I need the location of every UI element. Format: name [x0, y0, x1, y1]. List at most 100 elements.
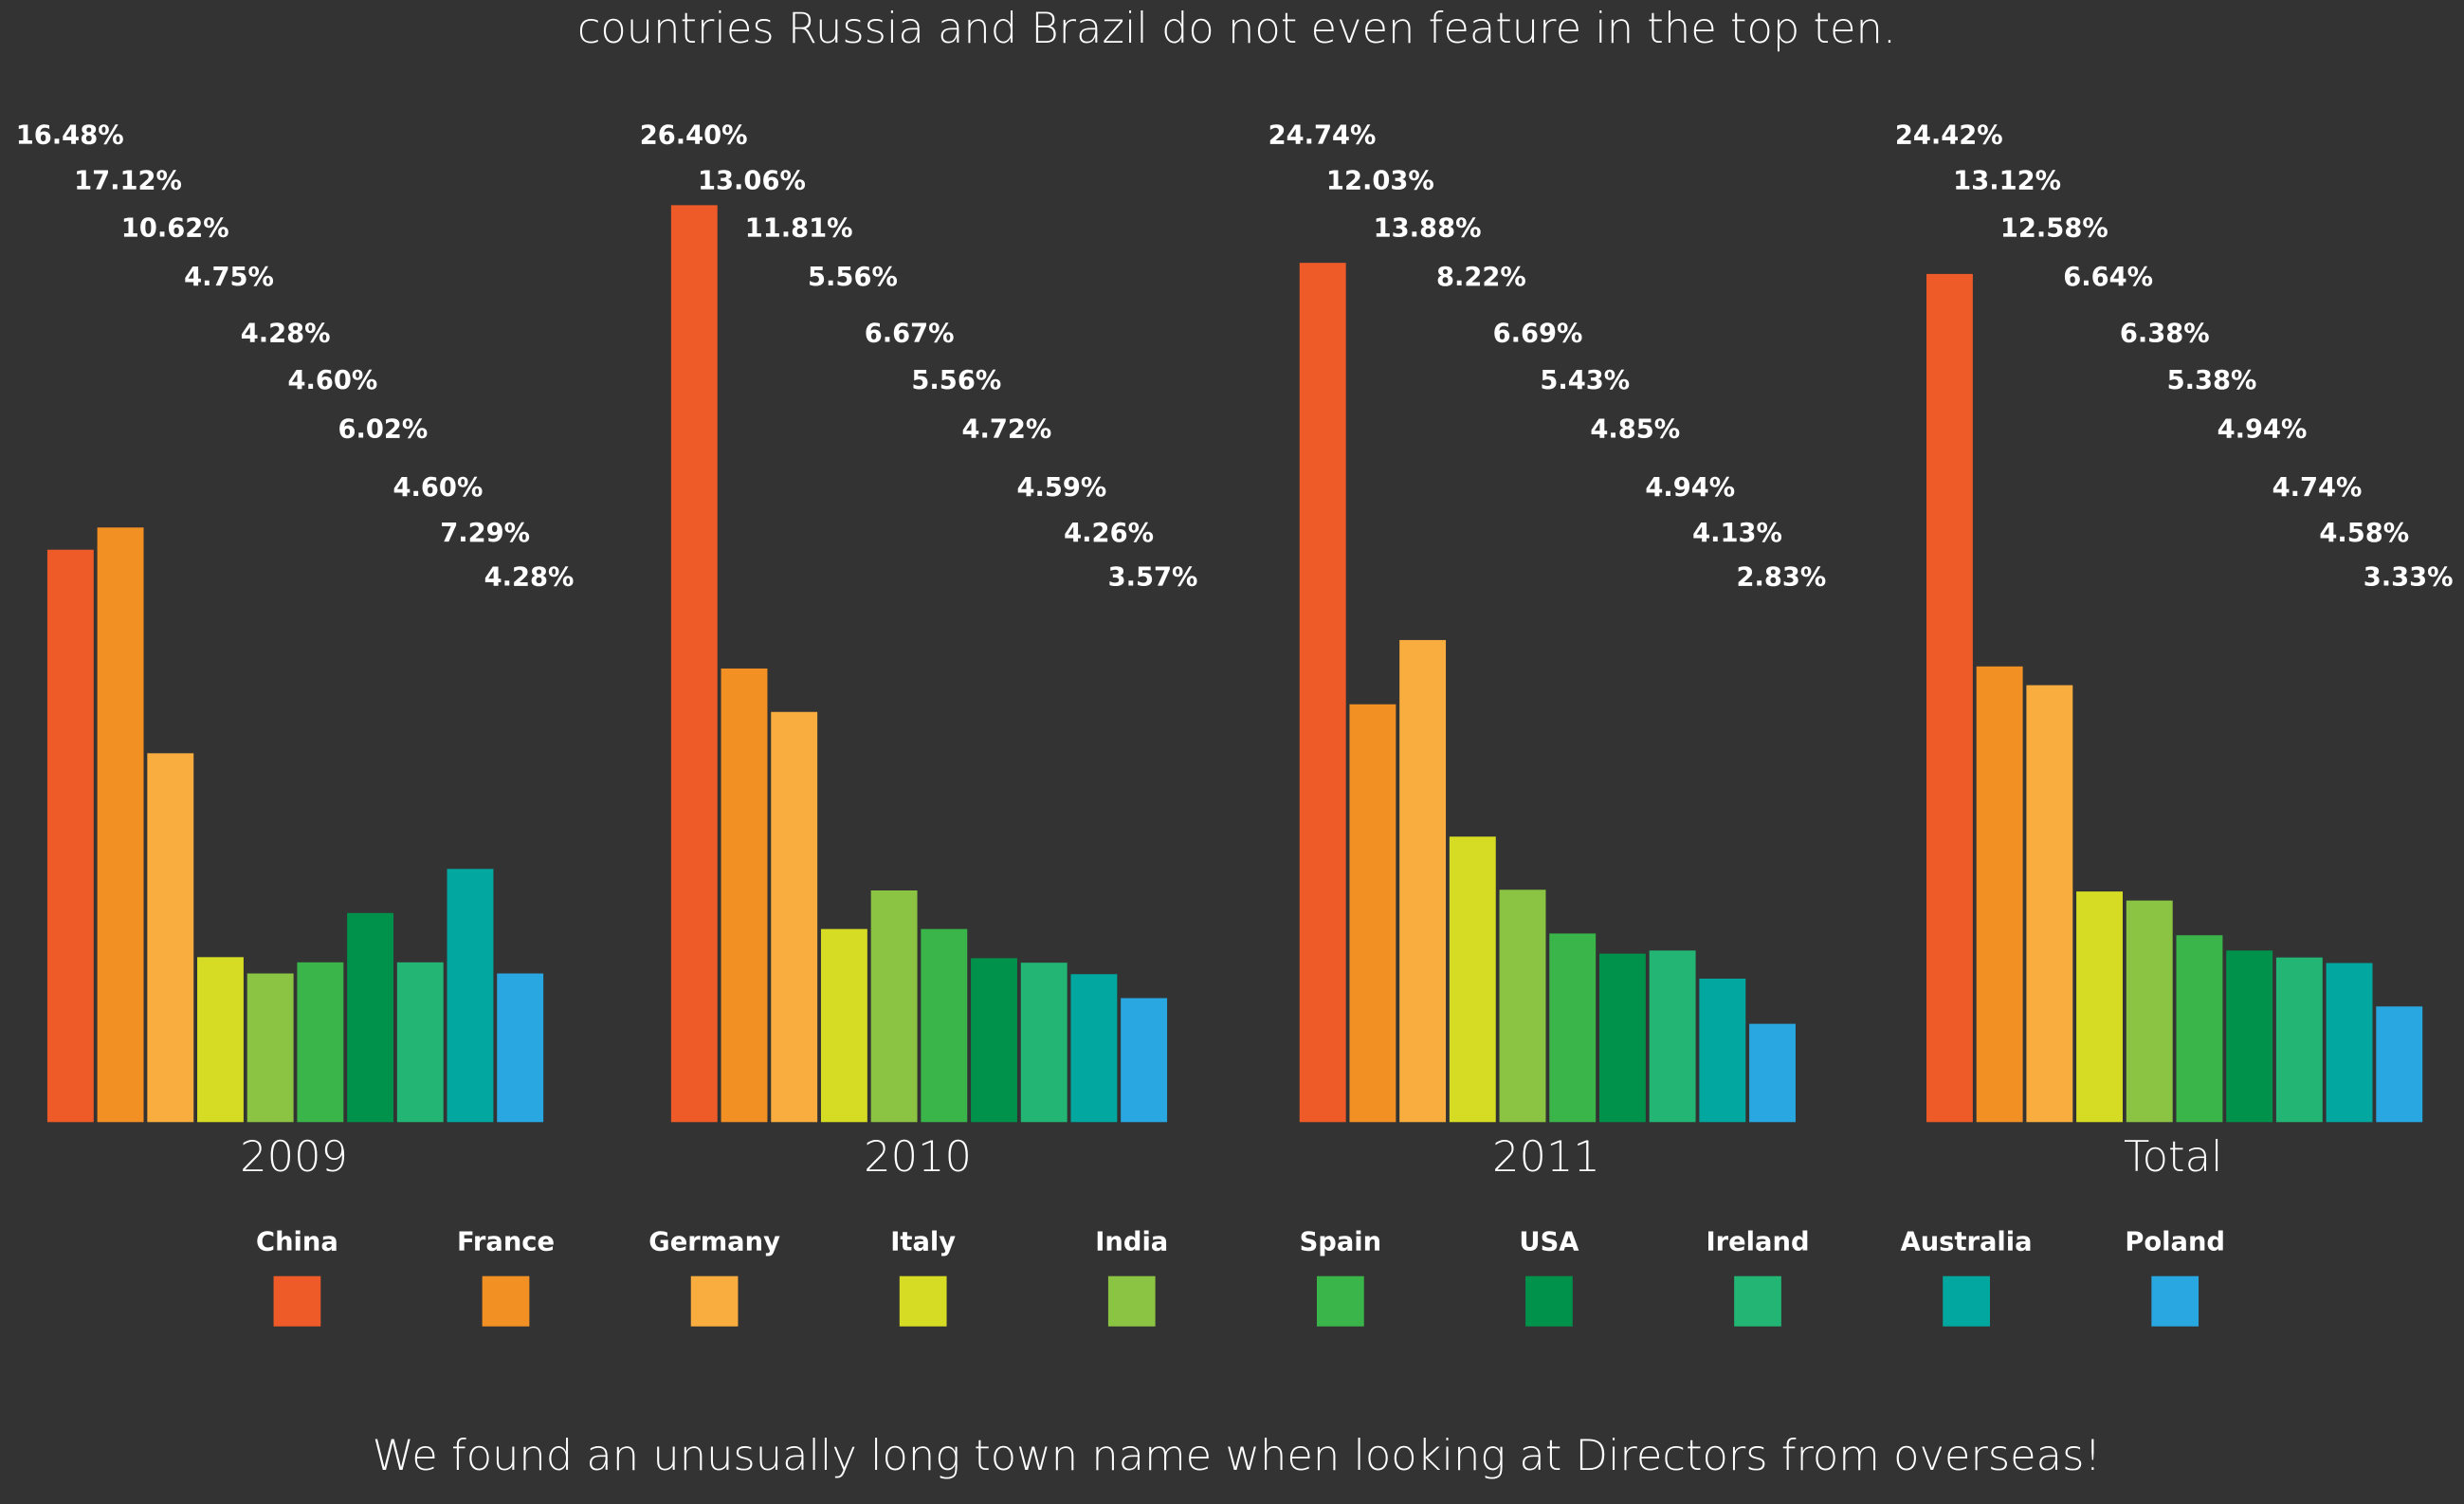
legend-swatch: [1943, 1275, 1990, 1327]
value-label: 4.13%: [1692, 519, 1782, 548]
bar: [396, 962, 444, 1123]
legend-label: India: [1095, 1227, 1168, 1256]
bar: [820, 928, 867, 1123]
bar: [1598, 953, 1646, 1123]
bar: [97, 527, 144, 1123]
bar: [347, 912, 394, 1123]
legend-swatch: [2151, 1275, 2199, 1327]
value-label: 26.40%: [640, 121, 748, 151]
value-label: 4.58%: [2319, 519, 2409, 548]
bar: [2326, 963, 2373, 1123]
bar: [2026, 685, 2073, 1123]
value-label: 4.60%: [287, 366, 377, 395]
bar: [2126, 900, 2173, 1123]
bar: [870, 890, 918, 1123]
bar: [771, 711, 818, 1123]
value-label: 6.02%: [338, 415, 429, 445]
value-label: 5.38%: [2167, 366, 2257, 395]
legend-swatch: [273, 1275, 321, 1327]
value-label: 7.29%: [440, 519, 530, 548]
value-label: 17.12%: [74, 167, 182, 196]
value-label: 4.28%: [241, 319, 331, 348]
value-label: 4.74%: [2272, 473, 2363, 503]
bar: [921, 928, 968, 1123]
value-label: 6.67%: [865, 319, 955, 348]
bar: [1649, 950, 1696, 1123]
group-label: 2009: [240, 1131, 348, 1182]
value-label: 4.75%: [184, 263, 274, 292]
legend-label: USA: [1519, 1227, 1579, 1256]
value-label: 4.59%: [1016, 473, 1106, 503]
legend-label: France: [457, 1227, 555, 1256]
bar: [1449, 836, 1496, 1123]
bar: [447, 869, 494, 1123]
bar: [1976, 666, 2023, 1123]
value-label: 13.88%: [1374, 213, 1482, 243]
value-label: 6.64%: [2063, 263, 2153, 292]
bar: [246, 973, 294, 1123]
value-label: 3.57%: [1108, 562, 1198, 592]
bar: [1299, 263, 1346, 1123]
bar: [670, 205, 718, 1123]
group-label: 2011: [1492, 1131, 1600, 1182]
bar: [1549, 933, 1597, 1123]
legend-label: China: [256, 1227, 338, 1256]
bar: [497, 973, 544, 1123]
legend-swatch: [899, 1275, 947, 1327]
value-label: 5.56%: [911, 366, 1001, 395]
value-label: 4.28%: [484, 562, 575, 592]
bar: [197, 957, 244, 1123]
value-label: 12.58%: [2000, 213, 2108, 243]
bar: [147, 753, 194, 1123]
value-label: 24.74%: [1269, 121, 1377, 151]
bar: [2376, 1006, 2423, 1123]
bar: [971, 958, 1017, 1123]
value-label: 2.83%: [1736, 562, 1826, 592]
value-label: 6.38%: [2120, 319, 2210, 348]
bar: [1121, 998, 1168, 1123]
annotation: We found an unusually long town name whe…: [373, 1430, 2102, 1480]
legend-swatch: [1525, 1275, 1573, 1327]
group-label: Total: [2124, 1131, 2222, 1182]
value-label: 4.72%: [961, 415, 1051, 445]
bar: [297, 962, 344, 1123]
bar: [1070, 974, 1118, 1123]
legend-label: Australia: [1901, 1227, 2033, 1256]
bar: [1926, 273, 1973, 1123]
legend-label: Poland: [2125, 1227, 2225, 1256]
legend-swatch: [690, 1275, 739, 1327]
legend-label: Germany: [648, 1227, 780, 1256]
value-label: 16.48%: [16, 121, 124, 151]
bar: [721, 668, 768, 1123]
bar: [1349, 704, 1396, 1123]
value-label: 5.43%: [1540, 366, 1630, 395]
bar: [2176, 935, 2223, 1123]
value-label: 3.33%: [2364, 562, 2454, 592]
value-label: 5.56%: [808, 263, 898, 292]
bar: [1499, 890, 1546, 1123]
bar: [2076, 891, 2124, 1123]
bar: [2226, 950, 2273, 1123]
value-label: 11.81%: [745, 213, 853, 243]
value-label: 4.60%: [393, 473, 484, 503]
value-label: 8.22%: [1436, 263, 1526, 292]
value-label: 12.03%: [1326, 167, 1434, 196]
bar: [1399, 639, 1447, 1123]
legend-swatch: [1316, 1275, 1364, 1327]
group-label: 2010: [864, 1131, 972, 1182]
legend-label: Spain: [1300, 1227, 1382, 1256]
legend-label: Italy: [890, 1227, 956, 1256]
legend-label: Ireland: [1707, 1227, 1810, 1256]
value-label: 13.12%: [1953, 167, 2061, 196]
legend-swatch: [1734, 1275, 1781, 1327]
value-label: 6.69%: [1493, 319, 1583, 348]
value-label: 4.85%: [1590, 415, 1680, 445]
annotation: countries Russia and Brazil do not even …: [577, 3, 1896, 53]
bar: [1020, 963, 1068, 1123]
legend-swatch: [1107, 1275, 1156, 1327]
value-label: 4.94%: [1645, 473, 1735, 503]
value-label: 24.42%: [1895, 121, 2003, 151]
value-label: 4.26%: [1064, 519, 1154, 548]
